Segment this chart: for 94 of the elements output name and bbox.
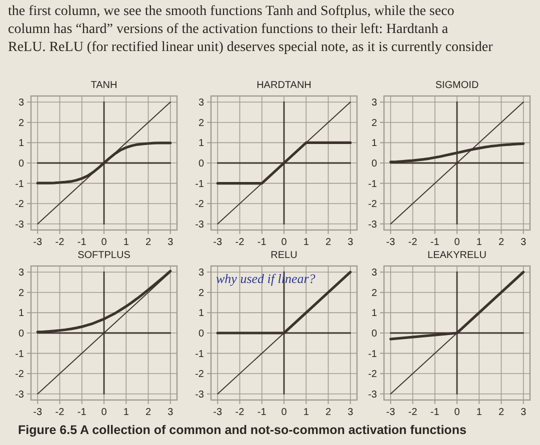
x-tick-label: 1 — [476, 407, 482, 418]
y-tick-label: 2 — [198, 288, 204, 299]
x-tick-label: 2 — [325, 237, 332, 248]
y-tick-label: -3 — [15, 389, 24, 400]
y-tick-label: -2 — [195, 369, 204, 380]
y-tick-label: 1 — [18, 308, 24, 320]
x-tick-label: 3 — [168, 407, 174, 418]
y-tick-label: -3 — [195, 219, 204, 230]
y-tick-label: -1 — [368, 348, 378, 360]
x-tick-label: 1 — [476, 237, 482, 248]
y-tick-label: 1 — [198, 138, 204, 150]
x-tick-label: -2 — [235, 237, 245, 248]
x-tick-label: -1 — [257, 407, 267, 418]
chart-title: LEAKYRELU — [428, 250, 486, 261]
chart-title: TANH — [90, 80, 118, 91]
y-tick-label: -2 — [368, 199, 378, 210]
y-tick-label: -2 — [368, 369, 378, 380]
y-tick-label: -1 — [15, 178, 24, 190]
x-tick-label: 3 — [348, 237, 354, 248]
x-tick-label: -2 — [408, 407, 418, 418]
caption: Figure 6.5 A collection of common and not-so-common activation functions — [18, 423, 466, 437]
y-tick-label: 3 — [18, 268, 24, 279]
x-tick-label: -3 — [386, 407, 396, 418]
x-tick-label: 0 — [101, 237, 108, 248]
y-tick-label: 2 — [18, 118, 24, 129]
x-tick-label: 2 — [145, 237, 152, 248]
y-tick-label: -2 — [15, 199, 24, 210]
y-tick-label: 1 — [371, 138, 378, 150]
x-tick-label: -1 — [77, 237, 87, 248]
x-tick-label: 0 — [454, 237, 460, 248]
y-tick-label: 2 — [371, 288, 378, 299]
y-tick-label: 3 — [18, 98, 24, 109]
y-tick-label: -3 — [368, 389, 378, 400]
x-tick-label: 3 — [520, 237, 527, 248]
y-tick-label: 3 — [198, 268, 204, 279]
x-tick-label: -3 — [213, 407, 223, 418]
y-tick-label: 1 — [18, 138, 24, 150]
chart-title: SOFTPLUS — [78, 250, 131, 261]
y-tick-label: 2 — [198, 118, 204, 129]
x-tick-label: 1 — [303, 407, 310, 418]
x-tick-label: 0 — [454, 407, 460, 418]
y-tick-label: 2 — [371, 118, 378, 129]
x-tick-label: 2 — [498, 407, 504, 418]
text: column has “hard” versions of the activation functions to their left: Hardtanh a — [8, 22, 449, 37]
chart-title: HARDTANH — [256, 80, 312, 91]
y-tick-label: 1 — [371, 308, 378, 320]
y-tick-label: 3 — [371, 268, 378, 279]
y-tick-label: -1 — [368, 178, 378, 190]
x-tick-label: 1 — [123, 237, 130, 248]
y-tick-label: 2 — [18, 288, 24, 299]
x-tick-label: 1 — [303, 237, 310, 248]
y-tick-label: 0 — [371, 328, 378, 340]
x-tick-label: 2 — [325, 407, 332, 418]
y-tick-label: 0 — [18, 328, 24, 340]
x-tick-label: -2 — [408, 237, 418, 248]
x-tick-label: 0 — [101, 407, 108, 418]
x-tick-label: 3 — [168, 237, 174, 248]
y-tick-label: 3 — [371, 98, 378, 109]
x-tick-label: -3 — [213, 237, 223, 248]
y-tick-label: -2 — [15, 369, 24, 380]
y-tick-label: -3 — [195, 389, 204, 400]
x-tick-label: 3 — [520, 407, 527, 418]
x-tick-label: 2 — [498, 237, 504, 248]
x-tick-label: 0 — [281, 407, 288, 418]
y-tick-label: 3 — [198, 98, 204, 109]
x-tick-label: -3 — [33, 237, 43, 248]
text: ReLU. ReLU (for rectified linear unit) deserves special note, as it is currently consider — [8, 40, 494, 55]
text: the first column, we see the smooth functions Tanh and Softplus, while the seco — [8, 4, 454, 19]
y-tick-label: 1 — [198, 308, 204, 320]
y-tick-label: -1 — [195, 178, 204, 190]
x-tick-label: -1 — [77, 407, 87, 418]
x-tick-label: 2 — [145, 407, 152, 418]
y-tick-label: -3 — [368, 219, 378, 230]
x-tick-label: -2 — [55, 407, 65, 418]
y-tick-label: -1 — [15, 348, 24, 360]
x-tick-label: -3 — [386, 237, 396, 248]
y-tick-label: -3 — [15, 219, 24, 230]
y-tick-label: 0 — [18, 158, 24, 170]
x-tick-label: 0 — [281, 237, 288, 248]
x-tick-label: -1 — [430, 407, 440, 418]
y-tick-label: 0 — [198, 158, 204, 170]
x-tick-label: 3 — [348, 407, 354, 418]
x-tick-label: -1 — [430, 237, 440, 248]
y-tick-label: -2 — [195, 199, 204, 210]
x-tick-label: -1 — [257, 237, 267, 248]
x-tick-label: -3 — [33, 407, 43, 418]
chart-title: SIGMOID — [435, 80, 479, 91]
x-tick-label: -2 — [235, 407, 245, 418]
x-tick-label: -2 — [55, 237, 65, 248]
chart-title: RELU — [270, 250, 298, 261]
y-tick-label: 0 — [371, 158, 378, 170]
y-tick-label: 0 — [198, 328, 204, 340]
y-tick-label: -1 — [195, 348, 204, 360]
x-tick-label: 1 — [123, 407, 130, 418]
